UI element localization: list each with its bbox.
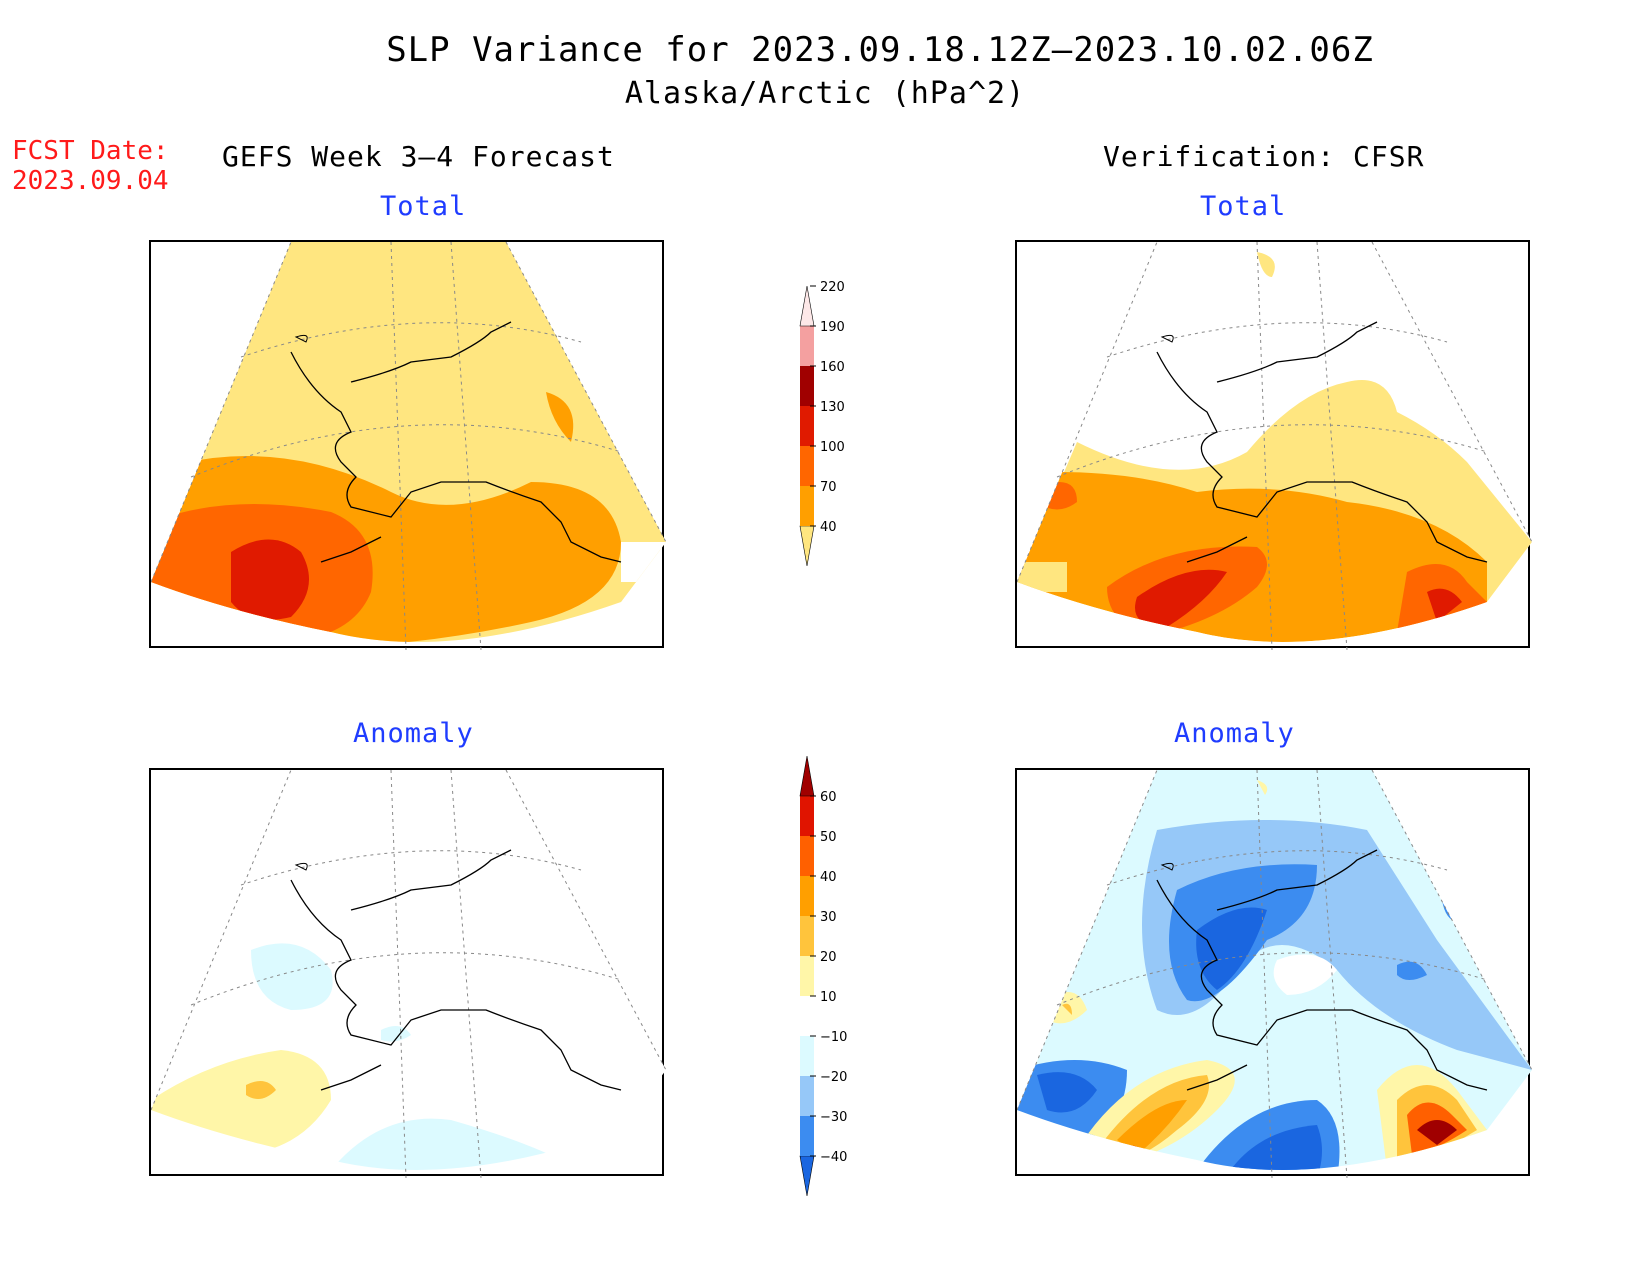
total-colorbar-segment <box>800 366 814 406</box>
total-colorbar-tick-label: 100 <box>820 440 845 455</box>
forecast-date-block: FCST Date: 2023.09.04 <box>12 136 169 196</box>
anomaly-colorbar-segment <box>800 836 814 876</box>
anomaly-colorbar-tick-label: −10 <box>820 1030 847 1045</box>
total-colorbar-segment <box>800 406 814 446</box>
total-colorbar-segment <box>800 486 814 526</box>
anomaly-colorbar-tick-label: 50 <box>820 830 837 845</box>
cfsr-total-title: Total <box>1200 191 1287 222</box>
cfsr-anomaly-field <box>1017 770 1532 1178</box>
anomaly-colorbar-segment <box>800 1036 814 1076</box>
total-colorbar-tick-label: 160 <box>820 360 845 375</box>
anomaly-colorbar-tick-label: −30 <box>820 1110 847 1125</box>
anomaly-colorbar-graphic: −40 −30 −20 −10 10 20 30 40 50 60 <box>799 755 847 1197</box>
cfsr-anomaly-title: Anomaly <box>1174 718 1295 749</box>
anomaly-colorbar-tick-label: 30 <box>820 910 837 925</box>
anomaly-colorbar-tick-label: −20 <box>820 1070 847 1085</box>
total-colorbar-tick-label: 190 <box>820 320 845 335</box>
total-colorbar-segment <box>799 285 815 327</box>
main-title: SLP Variance for 2023.09.18.12Z–2023.10.… <box>386 30 1374 70</box>
anomaly-colorbar-tick-label: 40 <box>820 870 837 885</box>
gefs-total-map <box>149 240 666 650</box>
anomaly-colorbar-tick-label: 20 <box>820 950 837 965</box>
anomaly-colorbar: −40 −30 −20 −10 10 20 30 40 50 60 <box>796 752 856 1206</box>
anomaly-colorbar-segment <box>800 1116 814 1156</box>
total-colorbar-tick-label: 130 <box>820 400 845 415</box>
anomaly-colorbar-tick-label: 60 <box>820 790 837 805</box>
anomaly-colorbar-tick-label: −40 <box>820 1150 847 1165</box>
anomaly-colorbar-segment <box>799 755 815 797</box>
total-colorbar: 40 70 100 130 160 190 220 <box>796 280 856 616</box>
total-colorbar-graphic: 40 70 100 130 160 190 220 <box>799 280 845 567</box>
subtitle: Alaska/Arctic (hPa^2) <box>624 76 1026 111</box>
total-colorbar-segment <box>799 525 815 567</box>
cfsr-column-heading: Verification: CFSR <box>1103 140 1425 173</box>
anomaly-colorbar-segment <box>800 876 814 916</box>
total-colorbar-segment <box>800 446 814 486</box>
total-colorbar-tick-label: 220 <box>820 280 845 295</box>
anomaly-colorbar-segment <box>800 796 814 836</box>
gefs-anomaly-map <box>149 768 666 1178</box>
cfsr-anomaly-map <box>1015 768 1532 1178</box>
anomaly-colorbar-segment <box>800 956 814 996</box>
gefs-total-field <box>151 242 666 650</box>
total-colorbar-tick-label: 40 <box>820 520 837 535</box>
anomaly-colorbar-segment <box>800 996 814 1036</box>
cfsr-total-field <box>1017 242 1532 650</box>
gefs-anomaly-title: Anomaly <box>353 718 474 749</box>
total-colorbar-tick-label: 70 <box>820 480 837 495</box>
anomaly-colorbar-segment <box>799 1155 815 1197</box>
anomaly-colorbar-tick-label: 10 <box>820 990 837 1005</box>
forecast-date-value: 2023.09.04 <box>12 166 169 196</box>
cfsr-total-map <box>1015 240 1532 650</box>
anomaly-colorbar-segment <box>800 1076 814 1116</box>
gefs-column-heading: GEFS Week 3–4 Forecast <box>222 140 615 173</box>
gefs-anomaly-field <box>151 770 666 1178</box>
forecast-date-label: FCST Date: <box>12 136 169 166</box>
total-colorbar-segment <box>800 326 814 366</box>
gefs-total-title: Total <box>380 191 467 222</box>
anomaly-colorbar-segment <box>800 916 814 956</box>
